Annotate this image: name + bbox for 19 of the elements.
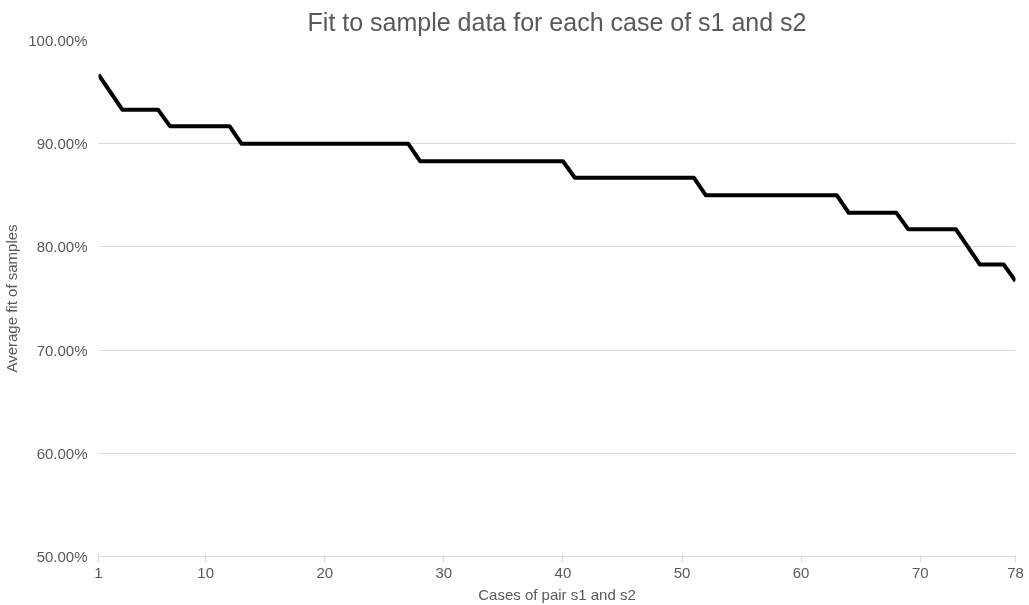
x-tick-label: 50 (673, 563, 691, 581)
x-tick-label: 30 (435, 563, 453, 581)
x-axis-title: Cases of pair s1 and s2 (478, 585, 636, 603)
x-tick-label: 40 (554, 563, 572, 581)
y-tick-label: 60.00% (36, 444, 88, 462)
x-tick-label: 70 (911, 563, 929, 581)
y-tick-label: 80.00% (36, 238, 88, 256)
chart-title: Fit to sample data for each case of s1 and s2 (307, 7, 807, 36)
y-tick-label: 100.00% (28, 32, 88, 49)
x-tick-label: 60 (792, 563, 810, 581)
y-tick-label: 50.00% (36, 548, 88, 565)
x-tick-label: 78 (1007, 563, 1024, 581)
x-tick-label: 1 (94, 563, 103, 581)
y-tick-label: 90.00% (36, 135, 88, 153)
x-tick-label: 10 (197, 563, 215, 581)
y-tick-label: 70.00% (36, 341, 88, 359)
line-series (98, 72, 1016, 283)
y-axis-title: Average fit of samples (3, 224, 21, 373)
x-tick-label: 20 (316, 563, 334, 581)
